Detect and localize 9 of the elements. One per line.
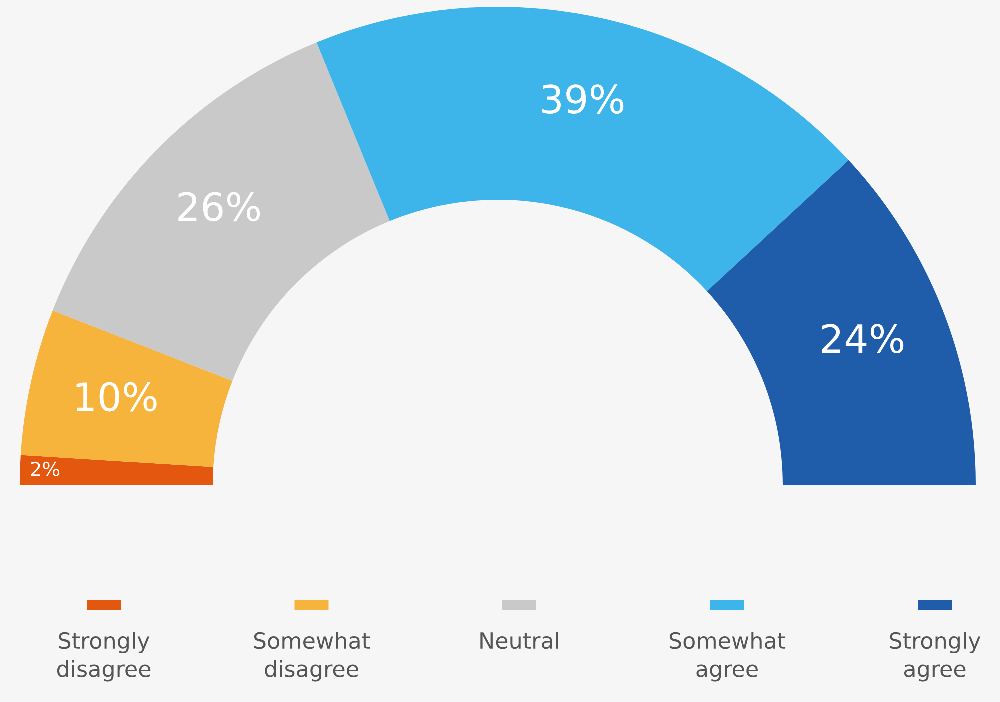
legend-label: Neutral bbox=[480, 632, 558, 650]
data-label: 2% bbox=[31, 462, 60, 477]
legend-label: Somewhat disagree bbox=[254, 632, 370, 682]
data-label: 24% bbox=[822, 324, 904, 354]
legend-label: Strongly agree bbox=[890, 632, 981, 682]
data-label: 39% bbox=[542, 84, 624, 114]
data-label: 10% bbox=[76, 382, 157, 412]
legend-label: Somewhat agree bbox=[670, 632, 786, 682]
legend-label: Strongly disagree bbox=[57, 632, 151, 682]
